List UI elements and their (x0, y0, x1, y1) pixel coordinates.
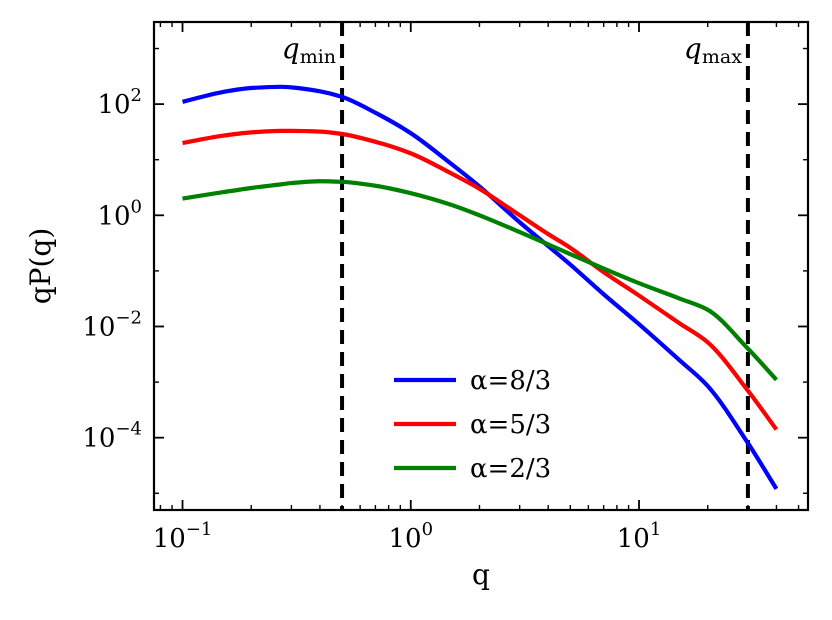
legend: α=8/3 α=5/3 α=2/3 (394, 366, 551, 484)
plot-frame (152, 20, 810, 512)
legend-label-1: α=8/3 (470, 366, 551, 396)
ticks-layer: 10−1 100 101 10−4 10−2 100 102 (82, 22, 808, 554)
vline-label-min: qmin (282, 32, 336, 68)
y-tick-label: 10−2 (82, 307, 142, 342)
series-line-2 (182, 128, 779, 431)
y-tick-label: 102 (97, 85, 142, 120)
series-layer (182, 84, 779, 490)
vertical-lines-layer: qmin qmax (282, 22, 750, 510)
legend-label-3: α=2/3 (470, 454, 551, 484)
vline-label-max: qmax (684, 32, 742, 68)
series-line-1 (182, 84, 779, 490)
x-tick-label: 100 (388, 519, 433, 554)
y-tick-label: 10−4 (82, 419, 142, 454)
x-tick-label: 10−1 (153, 519, 213, 554)
x-tick-label: 101 (617, 519, 662, 554)
y-axis-label: qP(q) (24, 228, 57, 305)
legend-label-2: α=5/3 (470, 410, 551, 440)
x-axis-label: q (472, 558, 490, 591)
y-tick-label: 100 (97, 196, 142, 231)
series-line-3 (182, 179, 778, 382)
